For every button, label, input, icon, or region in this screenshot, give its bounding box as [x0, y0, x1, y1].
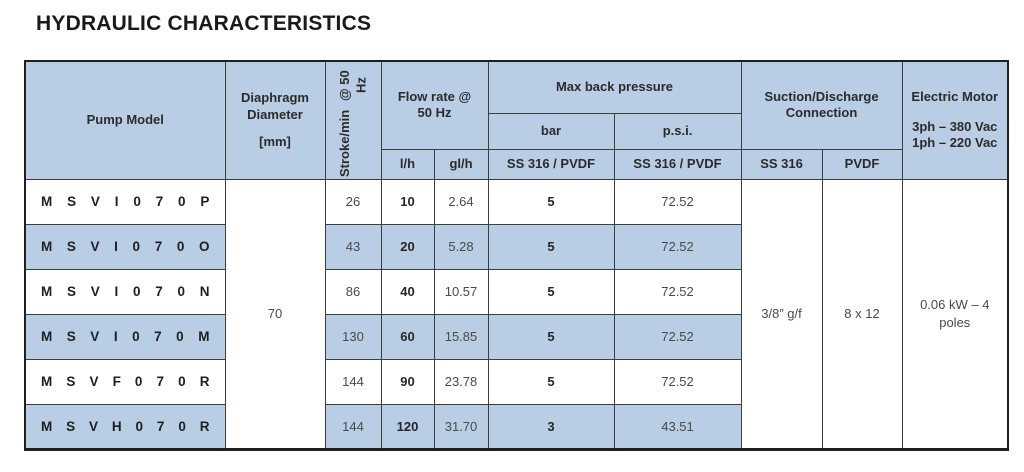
page-title: HYDRAULIC CHARACTERISTICS: [36, 12, 372, 35]
pressure-psi-value: 72.52: [613, 268, 742, 315]
flow-glh-value: 23.78: [433, 358, 489, 405]
pressure-bar-value: 5: [487, 223, 615, 270]
pressure-psi-value: 72.52: [613, 313, 742, 360]
header-pump-model-label: Pump Model: [86, 112, 164, 128]
suction-discharge-label: Suction/Discharge Connection: [764, 89, 879, 121]
flow-lh-value: 120: [380, 403, 435, 450]
header-connection-pvdf: PVDF: [821, 148, 903, 180]
header-diaphragm-diameter: Diaphragm Diameter [mm]: [224, 60, 326, 180]
flow-glh-value: 15.85: [433, 313, 489, 360]
pressure-psi-value: 72.52: [613, 358, 742, 405]
header-stroke-per-min: Stroke/min @ 50 Hz: [324, 60, 382, 180]
electric-motor-label: Electric Motor: [911, 89, 999, 105]
pressure-bar-value: 5: [487, 178, 615, 225]
pressure-bar-value: 5: [487, 358, 615, 405]
flow-lh-value: 20: [380, 223, 435, 270]
flow-glh-value: 31.70: [433, 403, 489, 450]
motor-power-cell: 0.06 kW – 4 poles: [901, 178, 1009, 450]
stroke-value: 26: [324, 178, 382, 225]
header-psi: p.s.i.: [613, 112, 742, 150]
pressure-bar-value: 3: [487, 403, 615, 450]
motor-voltage-1ph: 1ph – 220 Vac: [912, 134, 998, 150]
diaphragm-diameter-cell: 70: [224, 178, 326, 450]
connection-pvdf-cell: 8 x 12: [821, 178, 903, 450]
header-max-back-pressure: Max back pressure: [487, 60, 742, 114]
stroke-value: 130: [324, 313, 382, 360]
stroke-value: 86: [324, 268, 382, 315]
header-connection-ss316: SS 316: [740, 148, 823, 180]
flow-glh-value: 2.64: [433, 178, 489, 225]
flow-lh-value: 90: [380, 358, 435, 405]
stroke-value: 144: [324, 358, 382, 405]
pressure-psi-value: 43.51: [613, 403, 742, 450]
pressure-bar-value: 5: [487, 268, 615, 315]
header-electric-motor: Electric Motor 3ph – 380 Vac 1ph – 220 V…: [901, 60, 1009, 180]
header-flow-rate: Flow rate @ 50 Hz: [380, 60, 489, 150]
header-bar-material: SS 316 / PVDF: [487, 148, 615, 180]
connection-ss316-cell: 3/8” g/f: [740, 178, 823, 450]
pressure-bar-value: 5: [487, 313, 615, 360]
flow-rate-label: Flow rate @ 50 Hz: [397, 89, 472, 121]
stroke-value: 43: [324, 223, 382, 270]
hydraulic-characteristics-table: Pump Model Diaphragm Diameter [mm] Strok…: [24, 60, 1010, 451]
motor-power-value: 0.06 kW – 4 poles: [920, 296, 990, 330]
header-psi-material: SS 316 / PVDF: [613, 148, 742, 180]
max-back-pressure-label: Max back pressure: [555, 79, 674, 95]
stroke-label-line1: Stroke/min: [336, 110, 352, 178]
flow-lh-value: 40: [380, 268, 435, 315]
header-pump-model: Pump Model: [24, 60, 226, 180]
diaphragm-unit: [mm]: [259, 133, 291, 149]
header-bar: bar: [487, 112, 615, 150]
stroke-value: 144: [324, 403, 382, 450]
stroke-label-line2: @ 50 Hz: [336, 70, 368, 102]
flow-lh-value: 10: [380, 178, 435, 225]
header-glh: gl/h: [433, 148, 489, 180]
flow-lh-value: 60: [380, 313, 435, 360]
pressure-psi-value: 72.52: [613, 223, 742, 270]
header-suction-discharge: Suction/Discharge Connection: [740, 60, 903, 150]
flow-glh-value: 5.28: [433, 223, 489, 270]
pressure-psi-value: 72.52: [613, 178, 742, 225]
header-lh: l/h: [380, 148, 435, 180]
motor-voltage-3ph: 3ph – 380 Vac: [912, 118, 998, 134]
flow-glh-value: 10.57: [433, 268, 489, 315]
diaphragm-label: Diaphragm Diameter: [241, 90, 309, 122]
